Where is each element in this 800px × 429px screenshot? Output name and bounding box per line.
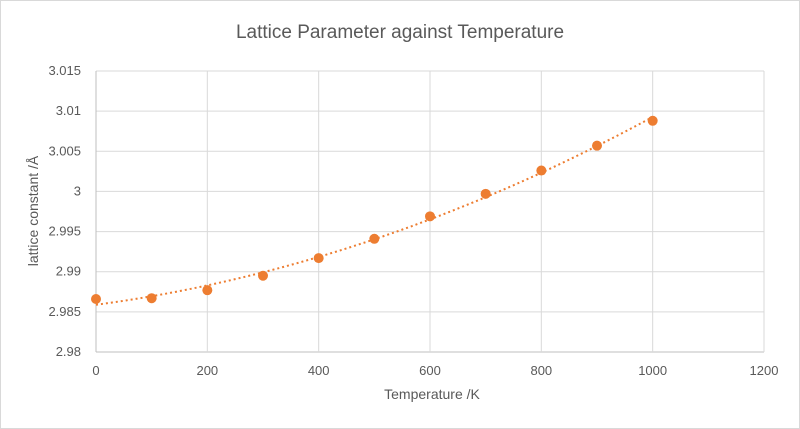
data-point [258,270,268,281]
x-tick-label: 400 [308,363,330,378]
x-tick-label: 600 [419,363,441,378]
y-tick-label: 3 [74,183,81,198]
data-point [536,165,547,176]
x-tick-label: 200 [196,363,218,378]
x-tick-label: 1200 [750,363,779,378]
data-point [480,188,491,199]
y-tick-label: 2.995 [48,224,81,239]
y-axis-label: lattice constant /Å [25,155,41,266]
data-point [369,233,380,244]
data-point [592,140,602,151]
y-tick-label: 2.99 [56,264,81,279]
y-tick-label: 3.005 [48,143,81,158]
data-point [647,115,658,126]
x-tick-label: 0 [92,363,99,378]
chart-title: Lattice Parameter against Temperature [236,22,564,43]
data-point [313,253,324,264]
y-axis-ticks: 2.98 2.985 2.99 2.995 3 3.005 3.01 3.015 [48,63,81,359]
y-tick-label: 2.985 [48,304,81,319]
x-axis-ticks: 0 200 400 600 800 1000 1200 [92,363,778,378]
data-point [202,285,213,296]
y-tick-label: 3.01 [56,103,81,118]
y-tick-label: 2.98 [56,344,81,359]
data-points [91,115,658,305]
x-axis-label: Temperature /K [384,386,480,402]
data-point [91,294,101,305]
trendline [95,116,654,306]
y-tick-label: 3.015 [48,63,81,78]
data-point [146,293,157,304]
x-tick-label: 800 [530,363,552,378]
x-tick-label: 1000 [638,363,667,378]
data-point [425,211,435,222]
